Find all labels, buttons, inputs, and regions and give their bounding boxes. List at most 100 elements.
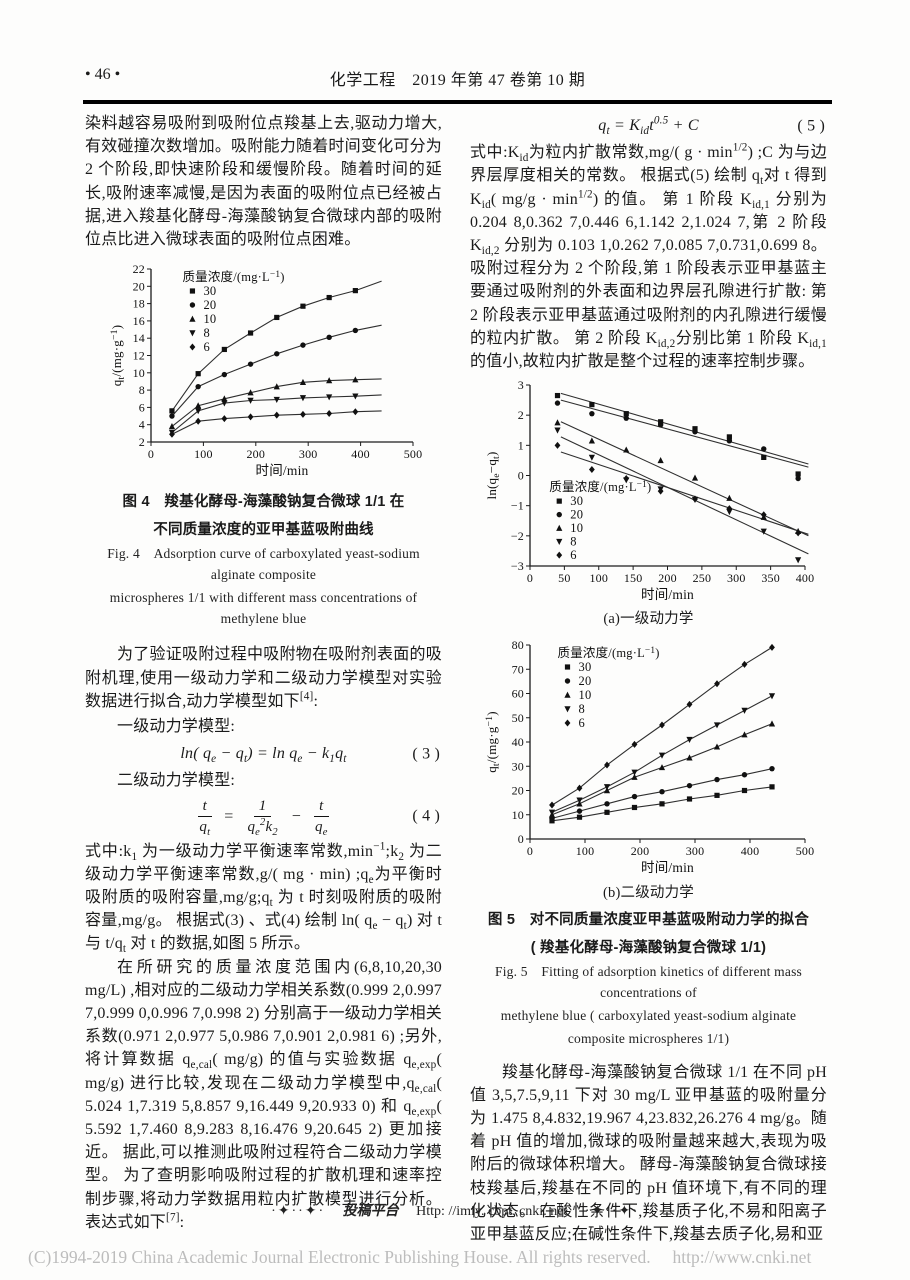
svg-text:6: 6 <box>579 716 585 730</box>
figure5-caption-zh-line2: ( 羧基化酵母-海藻酸钠复合微球 1/1) <box>530 939 767 956</box>
svg-text:400: 400 <box>796 571 815 585</box>
svg-text:80: 80 <box>512 638 524 652</box>
svg-text:0: 0 <box>147 447 153 461</box>
svg-text:−2: −2 <box>511 529 524 543</box>
figure5a-chart: 0 50 100 150 200 250 300 350 400 −3 −2 −1 0 1 2 3 时间/min… <box>476 377 827 609</box>
svg-text:qt​/(mg·g−1​): qt​/(mg·g−1​) <box>484 712 502 774</box>
svg-text:40: 40 <box>512 735 524 749</box>
paragraph-symbol-definitions: 式中:k1 为一级动力学平衡速率常数,min−1;k2 为二级动力学平衡速率常数… <box>85 840 443 956</box>
figure5b-chart: 0 100 200 300 400 500 0 10 20 30 40 50 60 70 80 时间/min q… <box>476 635 827 882</box>
svg-text:14: 14 <box>132 331 144 345</box>
svg-text:300: 300 <box>298 447 317 461</box>
svg-text:10: 10 <box>579 688 592 702</box>
svg-text:70: 70 <box>512 663 524 677</box>
svg-text:质量浓度/(mg·L−1​): 质量浓度/(mg·L−1​) <box>549 479 651 494</box>
svg-text:100: 100 <box>576 844 595 858</box>
equation-5: qt = Kidt0.5 + C ( 5 ) <box>470 114 827 137</box>
figure5-caption-zh-line1: 图 5 对不同质量浓度亚甲基蓝吸附动力学的拟合 <box>487 911 810 928</box>
equation-3-number: ( 3 ) <box>412 745 440 763</box>
figure5b-sublabel: (b)二级动力学 <box>602 884 694 901</box>
equation-4: t qt = 1 qe2k2 − t qe ( 4 ) <box>85 797 442 838</box>
svg-text:20: 20 <box>132 280 144 294</box>
paragraph-correlation-coefficients: 在所研究的质量浓度范围内(6,8,10,20,30 mg/L) ,相对应的二级动… <box>85 958 442 1231</box>
equation-3-body: ln( qe − qt) = ln qe − k1qt <box>180 745 347 766</box>
svg-text:0: 0 <box>527 844 533 858</box>
svg-text:20: 20 <box>203 298 216 312</box>
svg-text:8: 8 <box>570 535 576 549</box>
svg-text:300: 300 <box>686 844 705 858</box>
svg-text:8: 8 <box>579 702 585 716</box>
svg-text:100: 100 <box>194 447 213 461</box>
svg-text:500: 500 <box>403 447 422 461</box>
figure4-caption-en-line1: Fig. 4 Adsorption curve of carboxylated … <box>107 546 420 583</box>
page-header: • 46 • 化学工程 2019 年第 47 卷第 10 期 <box>85 66 830 90</box>
figure5-caption-en-line3: composite microspheres 1/1) <box>567 1030 730 1046</box>
svg-text:0: 0 <box>518 469 524 483</box>
svg-text:时间/min: 时间/min <box>641 860 694 875</box>
svg-text:−1: −1 <box>511 499 524 513</box>
svg-text:30: 30 <box>570 494 583 508</box>
first-order-model-label: 一级动力学模型: <box>117 718 236 736</box>
svg-text:50: 50 <box>512 711 524 725</box>
equation-4-lhs-fraction: t qt <box>197 797 212 838</box>
svg-text:20: 20 <box>579 674 592 688</box>
svg-text:12: 12 <box>132 349 144 363</box>
figure4-chart: 0 100 200 300 400 500 2 4 6 8 10 12 14 16 18 20 22 时间/min… <box>95 262 442 485</box>
svg-text:6: 6 <box>203 340 209 354</box>
svg-text:30: 30 <box>512 760 524 774</box>
svg-text:150: 150 <box>624 571 643 585</box>
figure5-caption-en-line1: Fig. 5 Fitting of adsorption kinetics of… <box>495 963 802 1000</box>
submission-platform-url: Http: //imiy. cbpt. cnki. net <box>416 1204 568 1219</box>
svg-text:400: 400 <box>351 447 370 461</box>
equation-4-rhs1-fraction: 1 qe2k2 <box>247 797 278 838</box>
footer-decoration-right: ·✦··✦· <box>584 1204 639 1219</box>
svg-text:2: 2 <box>518 408 524 422</box>
svg-text:ln(qe​−qt​): ln(qe​−qt​) <box>484 452 502 500</box>
submission-platform-label: 投稿平台 <box>342 1204 399 1219</box>
left-column: 染料越容易吸附到吸附位点羧基上去,驱动力增大,有效碰撞次数增加。吸附能力随着时间… <box>85 112 442 1234</box>
paragraph-kinetics-intro: 为了验证吸附过程中吸附物在吸附剂表面的吸附机理,使用一级动力学和二级动力学模型对… <box>85 646 442 710</box>
paragraph-intraparticle-diffusion: 式中:Kid为粒内扩散常数,mg/( g · min1/2) ;C 为与边界层厚… <box>470 141 827 371</box>
svg-text:16: 16 <box>132 314 144 328</box>
footer-decoration-left: ·✦··✦· <box>271 1204 326 1219</box>
svg-text:30: 30 <box>203 284 216 298</box>
journal-header-title: 化学工程 2019 年第 47 卷第 10 期 <box>329 72 586 89</box>
svg-text:18: 18 <box>132 297 144 311</box>
figure5-caption-en-line2: methylene blue ( carboxylated yeast-sodi… <box>500 1007 797 1023</box>
svg-text:10: 10 <box>132 366 144 380</box>
svg-text:时间/min: 时间/min <box>641 587 694 602</box>
equation-5-body: qt = Kidt0.5 + C <box>598 114 699 138</box>
second-order-model-label: 二级动力学模型: <box>117 772 236 790</box>
svg-text:10: 10 <box>512 808 524 822</box>
svg-text:22: 22 <box>132 263 144 276</box>
figure4-caption-zh-line1: 图 4 羧基化酵母-海藻酸钠复合微球 1/1 在 <box>122 494 405 511</box>
equation-3: ln( qe − qt) = ln qe − k1qt ( 3 ) <box>85 742 442 765</box>
svg-text:−3: −3 <box>511 559 524 573</box>
figure5a-sublabel: (a)一级动力学 <box>603 611 694 628</box>
equation-4-number: ( 4 ) <box>412 807 440 825</box>
figure4-caption-en-line2: microspheres 1/1 with different mass con… <box>109 590 418 627</box>
copyright-notice: (C)1994-2019 China Academic Journal Elec… <box>28 1247 812 1267</box>
svg-text:30: 30 <box>579 660 592 674</box>
paragraph-adsorption-stages: 染料越容易吸附到吸附位点羧基上去,驱动力增大,有效碰撞次数增加。吸附能力随着时间… <box>85 115 442 249</box>
svg-text:50: 50 <box>558 571 570 585</box>
svg-text:350: 350 <box>761 571 780 585</box>
svg-text:400: 400 <box>741 844 760 858</box>
paragraph-ph-effect: 羧基化酵母-海藻酸钠复合微球 1/1 在不同 pH 值 3,5,7.5,9,11… <box>470 1063 827 1244</box>
svg-text:200: 200 <box>631 844 650 858</box>
svg-text:4: 4 <box>138 418 144 432</box>
svg-text:时间/min: 时间/min <box>255 463 308 478</box>
svg-text:300: 300 <box>727 571 746 585</box>
svg-text:200: 200 <box>246 447 265 461</box>
right-column: qt = Kidt0.5 + C ( 5 ) 式中:Kid为粒内扩散常数,mg/… <box>470 110 827 1246</box>
svg-text:8: 8 <box>138 383 144 397</box>
equation-4-rhs2-fraction: t qe <box>314 797 329 838</box>
svg-text:0: 0 <box>527 571 533 585</box>
svg-text:500: 500 <box>796 844 815 858</box>
svg-text:10: 10 <box>203 312 216 326</box>
svg-text:100: 100 <box>589 571 608 585</box>
svg-text:2: 2 <box>138 435 144 449</box>
svg-text:质量浓度/(mg·L−1​): 质量浓度/(mg·L−1​) <box>182 269 284 284</box>
svg-text:6: 6 <box>570 548 576 562</box>
